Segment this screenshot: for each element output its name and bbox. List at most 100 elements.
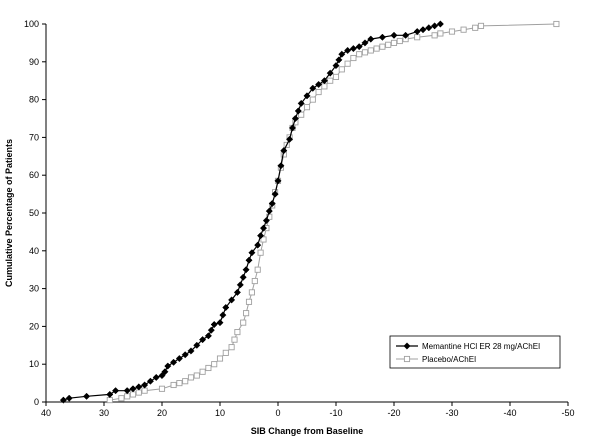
data-point-memantine <box>413 28 421 36</box>
x-tick-label: -30 <box>445 408 458 418</box>
data-point-placebo <box>129 391 137 398</box>
data-point-placebo <box>231 336 238 343</box>
data-point-placebo <box>193 372 200 379</box>
x-tick-label: 20 <box>157 408 167 418</box>
data-point-memantine <box>303 92 311 100</box>
data-point-memantine <box>315 80 323 89</box>
data-point-placebo <box>396 37 403 45</box>
data-point-memantine <box>164 362 172 370</box>
data-point-placebo <box>243 310 250 317</box>
data-point-memantine <box>326 69 334 77</box>
data-point-memantine <box>262 217 270 225</box>
data-point-memantine <box>349 45 357 53</box>
y-tick-label: 50 <box>29 208 39 218</box>
data-point-placebo <box>356 51 363 58</box>
data-point-memantine <box>135 383 143 391</box>
data-point-memantine <box>83 392 91 400</box>
data-point-memantine <box>239 273 247 281</box>
legend-swatch-marker <box>403 355 411 363</box>
x-tick-label: 30 <box>99 408 109 418</box>
data-point-placebo <box>199 368 206 375</box>
data-point-memantine <box>146 377 154 385</box>
data-point-placebo <box>187 374 195 381</box>
data-point-memantine <box>187 347 195 355</box>
y-tick-label: 40 <box>29 246 39 256</box>
data-point-memantine <box>390 31 398 39</box>
data-point-memantine <box>129 385 137 393</box>
data-point-placebo <box>327 77 334 84</box>
x-tick-label: 40 <box>41 408 51 418</box>
data-point-placebo <box>251 277 258 285</box>
data-point-placebo <box>344 60 351 67</box>
series-line-memantine <box>63 23 441 401</box>
data-point-memantine <box>207 326 215 334</box>
data-point-memantine <box>123 387 131 395</box>
data-point-memantine <box>222 303 230 312</box>
data-point-placebo <box>332 73 340 80</box>
data-point-memantine <box>216 319 224 327</box>
data-point-memantine <box>361 39 369 47</box>
data-point-memantine <box>332 62 340 70</box>
data-point-memantine <box>367 35 375 43</box>
legend-box <box>389 335 561 369</box>
data-point-memantine <box>280 147 288 155</box>
data-point-placebo <box>472 24 479 31</box>
data-point-memantine <box>294 107 302 115</box>
legend-swatch-marker <box>403 342 411 350</box>
y-tick-label: 70 <box>29 132 39 142</box>
data-point-memantine <box>419 26 427 34</box>
y-tick-label: 20 <box>29 321 39 331</box>
data-point-placebo <box>234 329 241 336</box>
data-point-placebo <box>373 45 380 52</box>
data-point-placebo <box>170 381 177 389</box>
x-axis: 40 30 20 10 0 -10 -20 -30 -40 -50 <box>41 401 575 418</box>
data-point-memantine <box>286 135 294 143</box>
legend-label-memantine: Memantine HCl ER 28 mg/AChEI <box>422 342 540 351</box>
x-tick-label: -50 <box>561 408 574 418</box>
data-point-memantine <box>228 296 236 304</box>
data-point-memantine <box>141 381 149 389</box>
y-tick-label: 10 <box>29 359 39 369</box>
data-point-memantine <box>344 46 352 55</box>
data-point-placebo <box>303 104 311 111</box>
data-point-placebo <box>315 88 322 96</box>
x-axis-title: SIB Change from Baseline <box>251 426 364 436</box>
data-point-placebo <box>431 32 438 39</box>
legend-label-placebo: Placebo/AChEI <box>422 355 476 364</box>
data-point-memantine <box>355 43 363 51</box>
data-point-memantine <box>59 396 67 404</box>
data-point-placebo <box>390 39 398 46</box>
data-point-memantine <box>254 241 262 249</box>
data-point-placebo <box>448 28 456 35</box>
data-point-memantine <box>436 20 444 28</box>
data-point-placebo <box>379 43 386 50</box>
data-point-placebo <box>260 236 267 243</box>
data-point-placebo <box>106 397 113 404</box>
data-point-memantine <box>268 199 276 208</box>
y-tick-label: 80 <box>29 95 39 105</box>
data-point-placebo <box>477 22 485 29</box>
data-point-placebo <box>216 355 224 362</box>
x-tick-label: -20 <box>387 408 400 418</box>
data-point-memantine <box>274 177 282 185</box>
data-point-memantine <box>199 336 207 344</box>
data-point-memantine <box>204 332 212 340</box>
data-point-memantine <box>338 50 346 58</box>
data-point-memantine <box>170 358 178 366</box>
data-point-placebo <box>118 395 125 402</box>
y-tick-label: 0 <box>34 397 39 407</box>
data-point-memantine <box>309 84 317 92</box>
data-point-placebo <box>240 319 247 326</box>
x-tick-label: 10 <box>215 408 225 418</box>
data-point-memantine <box>259 224 268 232</box>
x-tick-label: 0 <box>275 408 280 418</box>
series-layer <box>59 20 560 404</box>
data-point-placebo <box>248 289 255 296</box>
y-tick-label: 30 <box>29 284 39 294</box>
data-point-memantine <box>193 341 201 349</box>
data-point-placebo <box>141 387 148 394</box>
data-point-memantine <box>161 368 169 376</box>
data-point-placebo <box>361 49 369 56</box>
data-point-memantine <box>210 320 218 329</box>
